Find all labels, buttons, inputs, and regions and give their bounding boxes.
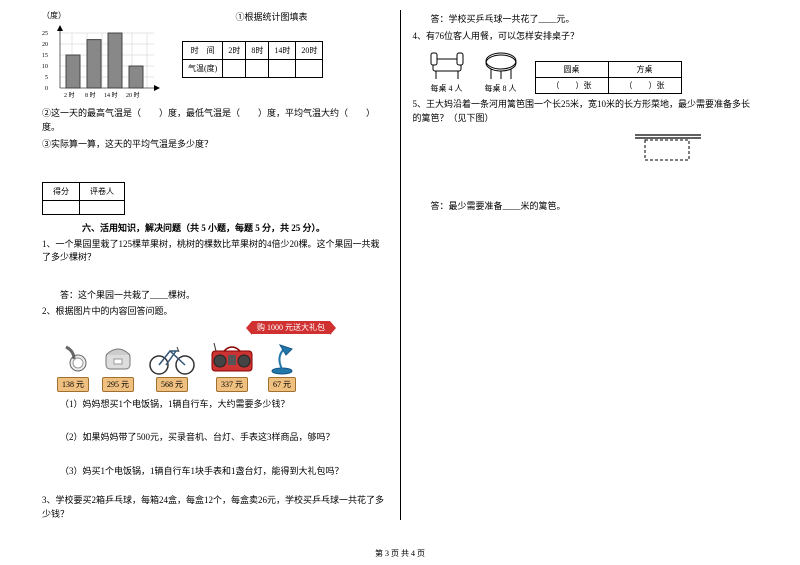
grader-label: 评卷人 (80, 182, 125, 200)
th-14: 14时 (269, 42, 296, 60)
svg-text:25: 25 (42, 31, 48, 37)
svg-text:5: 5 (45, 75, 48, 81)
question-line-3: ③实际算一算，这天的平均气温是多少度？ (42, 138, 388, 152)
section-6-head: 六、活用知识，解决问题（共 5 小题，每题 5 分，共 25 分）。 (82, 221, 388, 234)
cell (269, 60, 296, 78)
th-20: 20时 (296, 42, 323, 60)
table-options-row: 每桌 4 人 每桌 8 人 圆桌 方桌 （ ）张 (427, 49, 759, 94)
question-3: 3、学校要买2箱乒乓球，每箱24盒，每盒12个，每盒卖26元，学校买乒乓球一共花… (42, 494, 388, 521)
product-ricecooker: 295 元 (100, 339, 136, 392)
svg-text:10: 10 (42, 64, 48, 70)
round-table-item: 每桌 8 人 (481, 49, 521, 94)
svg-text:15: 15 (42, 53, 48, 59)
fence-diagram (633, 131, 759, 169)
fence-svg (633, 131, 703, 167)
question-1: 1、一个果园里栽了125棵苹果树，桃树的棵数比苹果树的4倍少20棵。这个果园一共… (42, 238, 388, 265)
question-2-2: （2）如果妈妈带了500元，买录音机、台灯、手表这3样商品，够吗？ (60, 431, 388, 445)
svg-text:20 时: 20 时 (126, 91, 140, 99)
rc-cell-square: （ ）张 (608, 78, 681, 94)
round-sofa-icon (481, 49, 521, 81)
round-square-table: 圆桌 方桌 （ ）张 （ ）张 (535, 61, 682, 94)
product-bicycle: 568 元 (146, 339, 198, 392)
svg-text:14 时: 14 时 (104, 91, 118, 99)
price-bicycle: 568 元 (156, 377, 188, 392)
svg-text:8 时: 8 时 (85, 91, 96, 99)
products-row: 138 元 295 元 568 元 (56, 339, 388, 392)
temperature-table: 时 间 2时 8时 14时 20时 气温(度) (182, 41, 323, 78)
price-radio: 337 元 (216, 377, 248, 392)
th-8: 8时 (246, 42, 269, 60)
svg-text:20: 20 (42, 42, 48, 48)
question-2-3: （3）妈买1个电饭锅，1辆自行车1块手表和1盏台灯，能得到大礼包吗？ (60, 465, 388, 479)
question-line-2: ②这一天的最高气温是（ ）度，最低气温是（ ）度，平均气温大约（ ）度。 (42, 107, 388, 134)
radio-icon (208, 339, 256, 375)
square-sofa-icon (427, 49, 467, 81)
product-radio: 337 元 (208, 339, 256, 392)
table-row: 气温(度) (183, 60, 323, 78)
question-5: 5、王大妈沿着一条河用篱笆围一个长25米，宽10米的长方形菜地，最少需要准备多长… (413, 98, 759, 125)
chart-and-table-row: 0 5 10 15 20 25 2 时 8 时 14 时 20 时 (42, 23, 388, 101)
rc-head-square: 方桌 (608, 62, 681, 78)
rc-head-round: 圆桌 (535, 62, 608, 78)
table-row: 时 间 2时 8时 14时 20时 (183, 42, 323, 60)
th-2: 2时 (223, 42, 246, 60)
price-lamp: 67 元 (268, 377, 296, 392)
score-label: 得分 (43, 182, 80, 200)
question-2: 2、根据图片中的内容回答问题。 (42, 305, 388, 319)
cell (246, 60, 269, 78)
question-1-answer: 答：这个果园一共栽了____棵树。 (60, 289, 388, 303)
th-time: 时 间 (183, 42, 223, 60)
price-ricecooker: 295 元 (102, 377, 134, 392)
watch-icon (56, 341, 90, 375)
row-label: 气温(度) (183, 60, 223, 78)
question-5-answer: 答：最少需要准备____米的篱笆。 (431, 200, 759, 214)
svg-text:2 时: 2 时 (64, 91, 75, 99)
product-lamp: 67 元 (266, 339, 298, 392)
right-column: 答：学校买乒乓球一共花了____元。 4、有76位客人用餐，可以怎样安排桌子？ … (401, 10, 771, 520)
svg-text:0: 0 (45, 86, 48, 92)
left-column: （度） ①根据统计图填表 (30, 10, 401, 520)
y-axis-label: （度） (42, 10, 66, 23)
chart-title: ①根据统计图填表 (235, 10, 307, 23)
lamp-icon (266, 339, 298, 375)
promo-banner: 购 1000 元送大礼包 (252, 321, 330, 334)
product-watch: 138 元 (56, 341, 90, 392)
question-4: 4、有76位客人用餐，可以怎样安排桌子？ (413, 30, 759, 44)
score-table: 得分 评卷人 (42, 182, 125, 215)
round-table-label: 每桌 8 人 (485, 83, 517, 94)
ricecooker-icon (100, 339, 136, 375)
page-footer: 第 3 页 共 4 页 (0, 548, 800, 559)
cell (296, 60, 323, 78)
square-table-item: 每桌 4 人 (427, 49, 467, 94)
question-2-1: （1）妈妈想买1个电饭锅，1辆自行车，大约需要多少钱？ (60, 398, 388, 412)
square-table-label: 每桌 4 人 (431, 83, 463, 94)
rc-cell-round: （ ）张 (535, 78, 608, 94)
bar-chart-svg: 0 5 10 15 20 25 2 时 8 时 14 时 20 时 (42, 23, 162, 101)
question-3-answer: 答：学校买乒乓球一共花了____元。 (431, 13, 759, 27)
bicycle-icon (146, 339, 198, 375)
cell (223, 60, 246, 78)
bar-chart: 0 5 10 15 20 25 2 时 8 时 14 时 20 时 (42, 23, 162, 101)
price-watch: 138 元 (57, 377, 89, 392)
